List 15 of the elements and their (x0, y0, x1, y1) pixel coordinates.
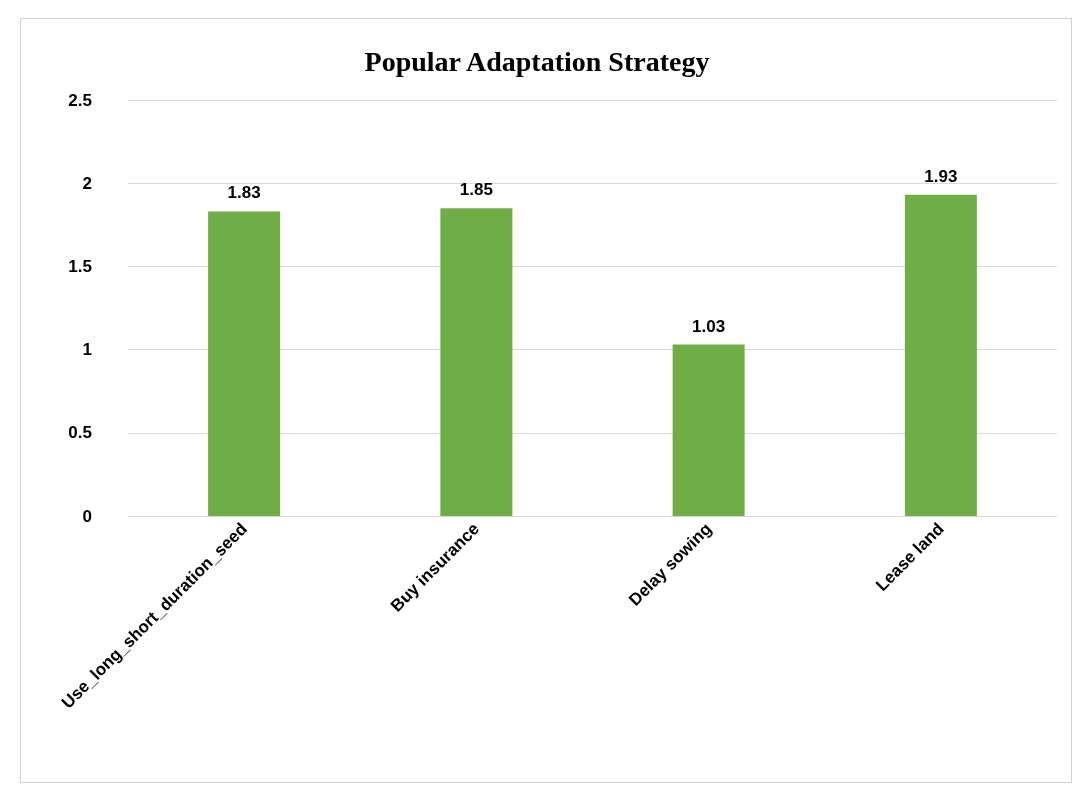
chart-title: Popular Adaptation Strategy (364, 45, 710, 77)
y-tick-label: 2.5 (68, 90, 92, 110)
bar (208, 211, 281, 516)
data-label: 1.83 (227, 183, 261, 203)
data-label: 1.93 (924, 166, 958, 186)
data-label: 1.03 (692, 316, 726, 336)
y-tick-label: 2 (82, 173, 92, 193)
y-tick-label: 1.5 (68, 256, 92, 276)
bar (440, 208, 513, 516)
y-tick-label: 0.5 (68, 423, 92, 443)
data-label: 1.85 (459, 180, 493, 200)
y-tick-label: 0 (82, 506, 92, 526)
y-tick-label: 1 (82, 340, 92, 360)
bar (904, 194, 977, 516)
bar (672, 344, 745, 516)
